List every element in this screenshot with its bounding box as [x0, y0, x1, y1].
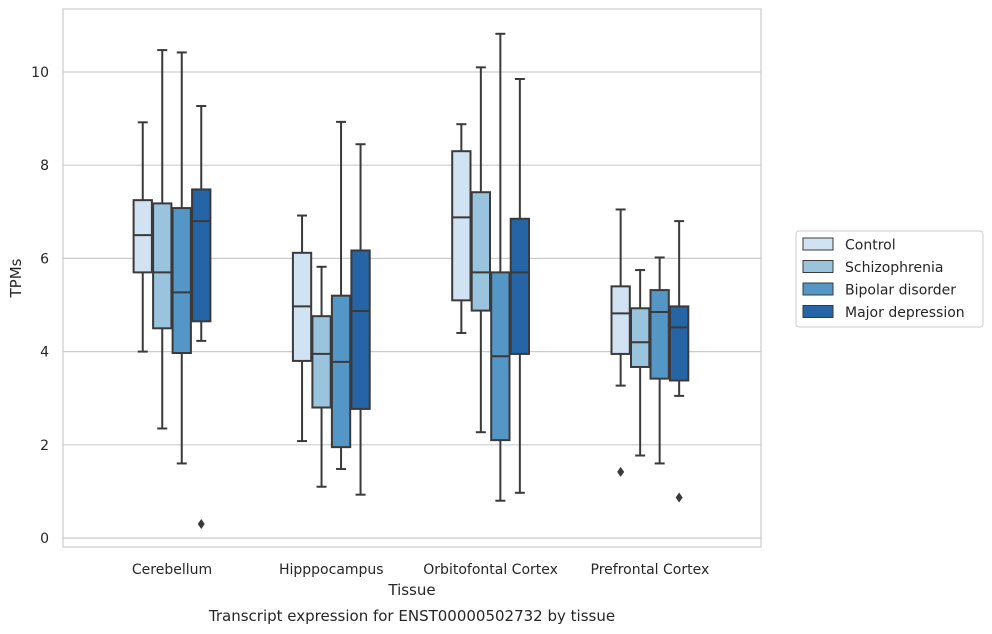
box-iqr	[191, 188, 212, 323]
x-axis-ticks: Cerebellum Hipppocampus Orbitofontal Corte…	[132, 562, 709, 578]
legend-swatch	[802, 282, 834, 296]
box-iqr	[132, 199, 153, 274]
boxes	[132, 32, 690, 530]
y-tick-label: 2	[40, 438, 49, 454]
x-tick-label: Cerebellum	[132, 562, 212, 578]
y-tick-label: 10	[31, 65, 49, 81]
box-1-2	[470, 66, 492, 434]
box-iqr	[470, 191, 492, 312]
box-1-0	[152, 49, 173, 430]
legend-label: Bipolar disorder	[845, 283, 956, 299]
box-iqr	[350, 249, 371, 410]
box-1-1	[311, 265, 332, 488]
box-2-3	[649, 256, 670, 465]
box-2-1	[330, 120, 352, 471]
box-iqr	[451, 150, 472, 302]
box-2-0	[171, 51, 192, 465]
legend-swatch	[802, 260, 834, 273]
box-0-2	[451, 123, 472, 334]
outlier-point	[197, 519, 205, 530]
legend: Control Schizophrenia Bipolar disorder Majo…	[795, 230, 984, 328]
box-1-3	[630, 269, 651, 457]
box-iqr	[509, 217, 531, 355]
box-iqr	[610, 285, 631, 355]
x-tick-label: Prefrontal Cortex	[591, 562, 710, 578]
box-iqr	[152, 202, 173, 330]
legend-label: Control	[845, 238, 896, 254]
box-3-3	[669, 220, 690, 503]
outlier-point	[675, 492, 683, 503]
legend-frame	[795, 230, 984, 328]
x-tick-label: Hipppocampus	[279, 562, 384, 578]
box-iqr	[669, 305, 690, 382]
y-axis-label: TPMs	[7, 258, 25, 298]
y-tick-label: 8	[40, 158, 49, 174]
x-axis-label: Tissue	[387, 581, 435, 599]
box-2-2	[490, 32, 511, 502]
box-iqr	[311, 315, 332, 409]
legend-swatch	[802, 237, 834, 251]
plot-area-frame	[62, 8, 762, 548]
box-3-0	[191, 105, 212, 530]
box-3-1	[350, 143, 371, 496]
box-iqr	[630, 307, 651, 368]
box-0-3	[610, 208, 631, 477]
outlier-point	[617, 466, 625, 477]
box-iqr	[649, 289, 670, 380]
legend-label: Schizophrenia	[845, 260, 943, 276]
box-3-2	[509, 77, 531, 494]
legend-label: Major depression	[845, 305, 965, 321]
x-tick-label: Orbitofontal Cortex	[423, 562, 558, 578]
box-0-0	[132, 121, 153, 353]
box-iqr	[171, 207, 192, 354]
legend-swatch	[802, 305, 834, 318]
box-iqr	[330, 294, 352, 449]
box-0-1	[291, 214, 313, 443]
y-tick-label: 0	[40, 531, 49, 547]
y-tick-label: 4	[40, 345, 49, 361]
y-axis-ticks: 0 2 4 6 8 10	[31, 65, 49, 547]
chart-caption: Transcript expression for ENST0000050273…	[208, 607, 615, 625]
y-tick-label: 6	[40, 251, 49, 267]
